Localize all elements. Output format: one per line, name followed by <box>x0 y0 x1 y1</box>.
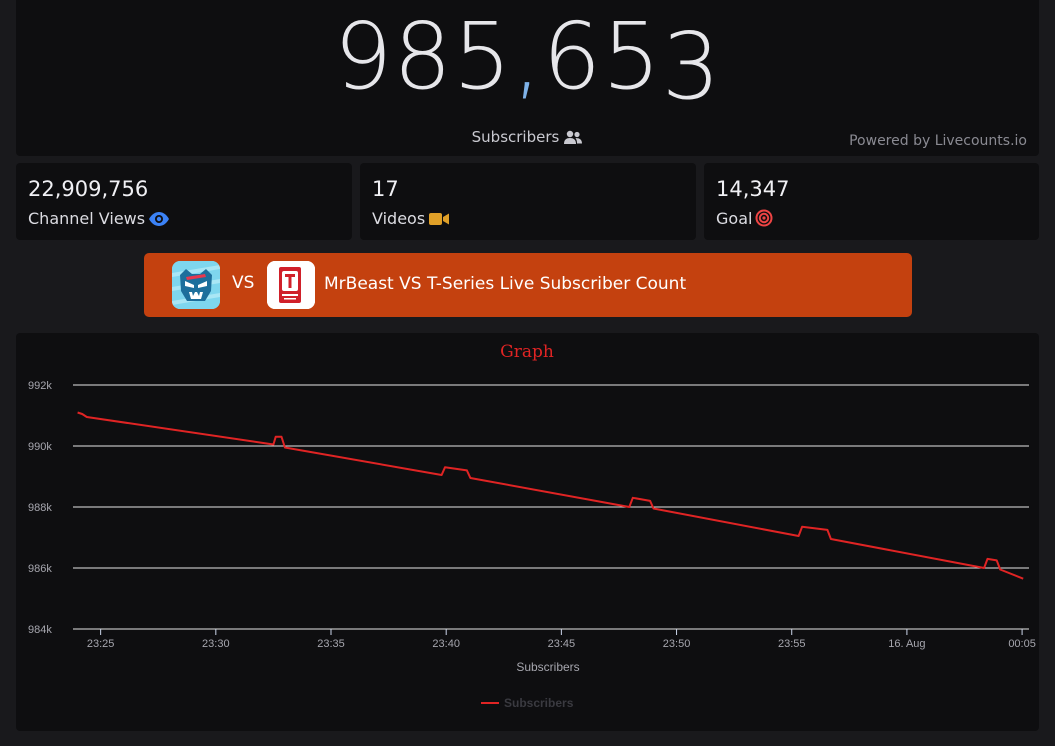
counter-digits: 985,65 <box>333 3 662 110</box>
x-tick-label: 23:55 <box>778 638 806 650</box>
tseries-logo-icon <box>267 261 315 309</box>
videos-label: Videos <box>372 209 450 228</box>
x-tick-label: 23:25 <box>87 638 115 650</box>
subscribers-label-text: Subscribers <box>471 128 560 146</box>
channel-views-card: 22,909,756 Channel Views <box>16 163 352 240</box>
vs-label: VS <box>232 273 255 293</box>
eye-icon <box>149 212 170 226</box>
channel-views-value: 22,909,756 <box>28 177 149 201</box>
y-tick-label: 988k <box>28 502 52 514</box>
videos-label-text: Videos <box>372 209 426 228</box>
videos-value: 17 <box>372 177 399 201</box>
counter-comma: , <box>512 3 543 110</box>
subscriber-chart: Graph 984k 986k 988k 990k 992k 23:25 23:30 23:… <box>28 342 1036 710</box>
videos-card: 17 Videos <box>360 163 696 240</box>
y-tick-label: 984k <box>28 624 52 636</box>
subscriber-counter: 985,653 <box>16 2 1039 120</box>
x-tick-label: 23:35 <box>317 638 345 650</box>
target-icon <box>755 209 773 227</box>
x-axis-title: Subscribers <box>516 660 579 674</box>
goal-label-text: Goal <box>716 209 753 228</box>
chart-title: Graph <box>500 342 554 362</box>
graph-panel: Graph 984k 986k 988k 990k 992k 23:25 23:30 23:… <box>16 333 1039 731</box>
channel-views-label-text: Channel Views <box>28 209 146 228</box>
subscribers-label: Subscribers <box>16 128 1039 146</box>
users-icon <box>564 130 583 144</box>
x-tick-label: 23:40 <box>432 638 460 650</box>
x-tick-label: 23:45 <box>548 638 576 650</box>
x-tick-label: 23:30 <box>202 638 230 650</box>
video-camera-icon <box>429 213 450 225</box>
comparison-banner[interactable]: VS MrBeast VS T-Series Live Subscriber C… <box>144 253 912 317</box>
legend-label[interactable]: Subscribers <box>504 696 574 710</box>
x-tick-label: 16. Aug <box>888 638 925 650</box>
x-tick-label: 00:05 <box>1008 638 1036 650</box>
series-line-subscribers[interactable] <box>77 411 1024 580</box>
mrbeast-avatar[interactable] <box>172 261 220 309</box>
powered-by-link[interactable]: Powered by Livecounts.io <box>849 133 1027 149</box>
goal-value: 14,347 <box>716 177 790 201</box>
x-tick-label: 23:50 <box>663 638 691 650</box>
counter-last-digit: 3 <box>661 13 722 120</box>
chart-legend[interactable]: Subscribers <box>481 696 574 710</box>
channel-views-label: Channel Views <box>28 209 170 228</box>
comparison-title: MrBeast VS T-Series Live Subscriber Coun… <box>324 274 687 294</box>
mrbeast-logo-icon <box>172 261 220 309</box>
y-tick-label: 986k <box>28 563 52 575</box>
goal-card: 14,347 Goal <box>704 163 1039 240</box>
y-tick-label: 992k <box>28 380 52 392</box>
y-tick-label: 990k <box>28 441 52 453</box>
tseries-avatar[interactable] <box>267 261 315 309</box>
subscriber-count-panel: 985,653 Subscribers Powered by Livecount… <box>16 0 1039 156</box>
goal-label: Goal <box>716 209 773 228</box>
